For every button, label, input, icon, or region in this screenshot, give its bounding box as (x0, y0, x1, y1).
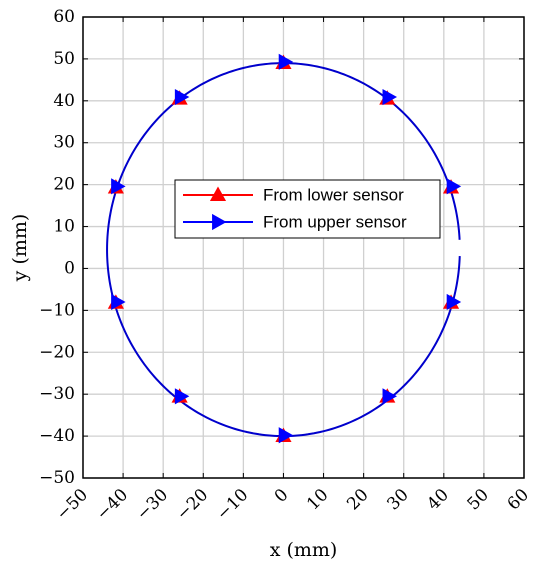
y-axis-label: y (mm) (9, 214, 31, 283)
upper-sensor-marker (382, 88, 397, 106)
x-tick-label: −50 (53, 485, 93, 525)
y-tick-label: 30 (53, 133, 75, 153)
x-tick-label: 60 (504, 485, 533, 514)
y-tick-label: 20 (53, 175, 75, 195)
upper-sensor-marker (278, 427, 294, 444)
legend-label-upper: From upper sensor (263, 213, 407, 232)
legend: From lower sensor From upper sensor (174, 179, 441, 239)
upper-sensor-marker (446, 293, 462, 311)
x-tick-label: 20 (343, 485, 372, 514)
x-tick-labels: −50 −40 −30 −20 −10 0 10 20 30 40 50 60 (53, 485, 534, 525)
x-tick-label: 10 (303, 485, 332, 514)
y-tick-label: 10 (53, 217, 75, 237)
legend-marker-lower (209, 186, 227, 201)
y-tick-label: −50 (39, 468, 75, 488)
y-tick-labels: −50 −40 −30 −20 −10 0 10 20 30 40 50 60 (39, 7, 75, 488)
upper-sensor-marker (446, 178, 462, 195)
upper-sensor-marker (278, 53, 294, 70)
y-tick-label: 60 (53, 7, 75, 27)
x-tick-label: −30 (133, 485, 173, 525)
y-tick-label: 40 (53, 91, 75, 111)
x-tick-label: 50 (464, 485, 493, 514)
x-tick-label: −40 (93, 485, 133, 525)
x-tick-label: −20 (173, 485, 213, 525)
legend-marker-upper (212, 213, 227, 231)
y-tick-label: −30 (39, 384, 75, 404)
plot-frame (82, 16, 525, 479)
upper-sensor-marker (174, 88, 190, 106)
y-tick-label: 0 (64, 258, 75, 278)
x-tick-label: 30 (383, 485, 412, 514)
y-tick-label: −20 (39, 342, 75, 362)
trajectory-line (106, 62, 461, 438)
y-tick-label: 50 (53, 49, 75, 69)
ticks (82, 16, 525, 479)
upper-sensor-marker (111, 178, 126, 195)
y-tick-label: −40 (39, 426, 75, 446)
legend-label-lower: From lower sensor (263, 186, 404, 205)
x-tick-label: 0 (271, 485, 293, 507)
x-tick-label: 40 (423, 485, 452, 514)
upper-sensor-marker (174, 388, 190, 405)
y-tick-label: −10 (39, 300, 75, 320)
upper-sensor-marker (382, 388, 397, 405)
x-tick-label: −10 (213, 485, 253, 525)
grid-lines (82, 16, 525, 479)
upper-sensor-marker (111, 293, 126, 311)
markers (107, 53, 462, 444)
x-axis-label: x (mm) (270, 539, 338, 561)
